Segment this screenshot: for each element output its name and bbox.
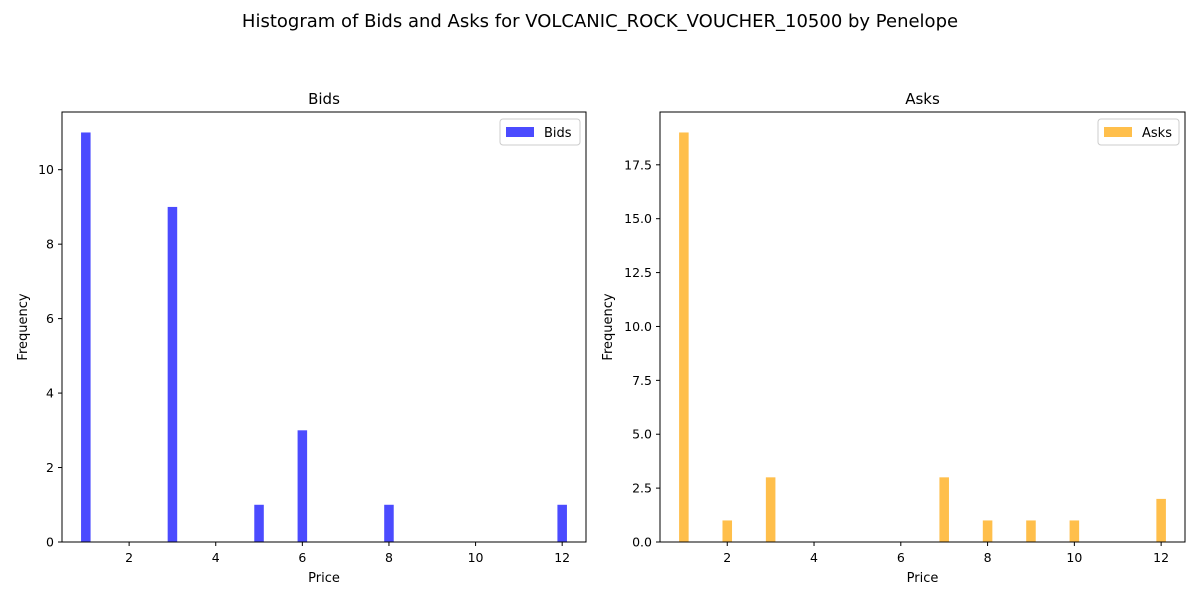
bids-ytick-label: 4 [46, 386, 54, 401]
bids-ytick-label: 2 [46, 460, 54, 475]
asks-bar [722, 520, 733, 542]
bids-xtick-label: 12 [554, 550, 570, 565]
bids-legend-swatch [506, 127, 534, 137]
bids-bar [384, 504, 394, 542]
bids-xtick-label: 10 [468, 550, 484, 565]
bids-axes-frame [61, 111, 587, 543]
bids-bar [81, 132, 91, 542]
asks-title: Asks [905, 90, 940, 108]
asks-bar [1069, 520, 1080, 542]
asks-legend-box [1097, 118, 1180, 146]
bids-xtick-label: 2 [125, 550, 133, 565]
asks-legend-swatch [1104, 127, 1132, 137]
bids-xtick-label: 8 [385, 550, 393, 565]
bids-xtick-label: 4 [212, 550, 220, 565]
asks-bar [939, 477, 949, 542]
asks-ytick-label: 17.5 [624, 157, 652, 172]
bids-bar [297, 430, 308, 542]
asks-bar [679, 132, 689, 542]
asks-xlabel: Price [907, 571, 939, 586]
bids-xlabel: Price [308, 571, 340, 586]
asks-panel: 2 4 6 8 10 12 0.0 2.5 5.0 7.5 10.0 12.5 15.0 17.5 Asks… [601, 90, 1186, 586]
bids-panel: 2 4 6 8 10 12 0 2 4 6 8 10 Bids Price Frequency Bids [16, 90, 587, 586]
bids-legend-label: Bids [544, 126, 572, 141]
asks-ytick-label: 7.5 [632, 373, 652, 388]
asks-xtick-label: 12 [1153, 550, 1169, 565]
asks-xtick-label: 2 [723, 550, 731, 565]
bids-legend-box [499, 118, 581, 146]
bids-bar [254, 504, 264, 542]
bids-bar [167, 206, 178, 542]
asks-bar [982, 520, 993, 542]
asks-legend-label: Asks [1142, 126, 1172, 141]
asks-xtick-label: 10 [1066, 550, 1082, 565]
asks-xtick-label: 4 [810, 550, 818, 565]
asks-bar [1026, 520, 1036, 542]
asks-ytick-label: 12.5 [624, 265, 652, 280]
asks-ytick-label: 5.0 [632, 427, 652, 442]
asks-ytick-label: 10.0 [624, 319, 652, 334]
figure-suptitle: Histogram of Bids and Asks for VOLCANIC_… [242, 11, 958, 32]
asks-xtick-label: 6 [897, 550, 905, 565]
asks-xtick-label: 8 [984, 550, 992, 565]
asks-ylabel: Frequency [601, 293, 616, 360]
bids-ylabel: Frequency [16, 293, 31, 360]
bids-ytick-label: 10 [38, 162, 54, 177]
asks-bar [1156, 498, 1166, 542]
bids-ytick-label: 0 [46, 535, 54, 550]
bids-title: Bids [308, 90, 340, 108]
asks-ytick-label: 0.0 [632, 535, 652, 550]
asks-ytick-label: 15.0 [624, 211, 652, 226]
asks-bar [765, 477, 776, 542]
bids-ytick-label: 8 [46, 237, 54, 252]
asks-ytick-label: 2.5 [632, 481, 652, 496]
asks-axes-frame [659, 111, 1186, 543]
bids-xtick-label: 6 [298, 550, 306, 565]
bids-bar [557, 504, 567, 542]
bids-ytick-label: 6 [46, 311, 54, 326]
